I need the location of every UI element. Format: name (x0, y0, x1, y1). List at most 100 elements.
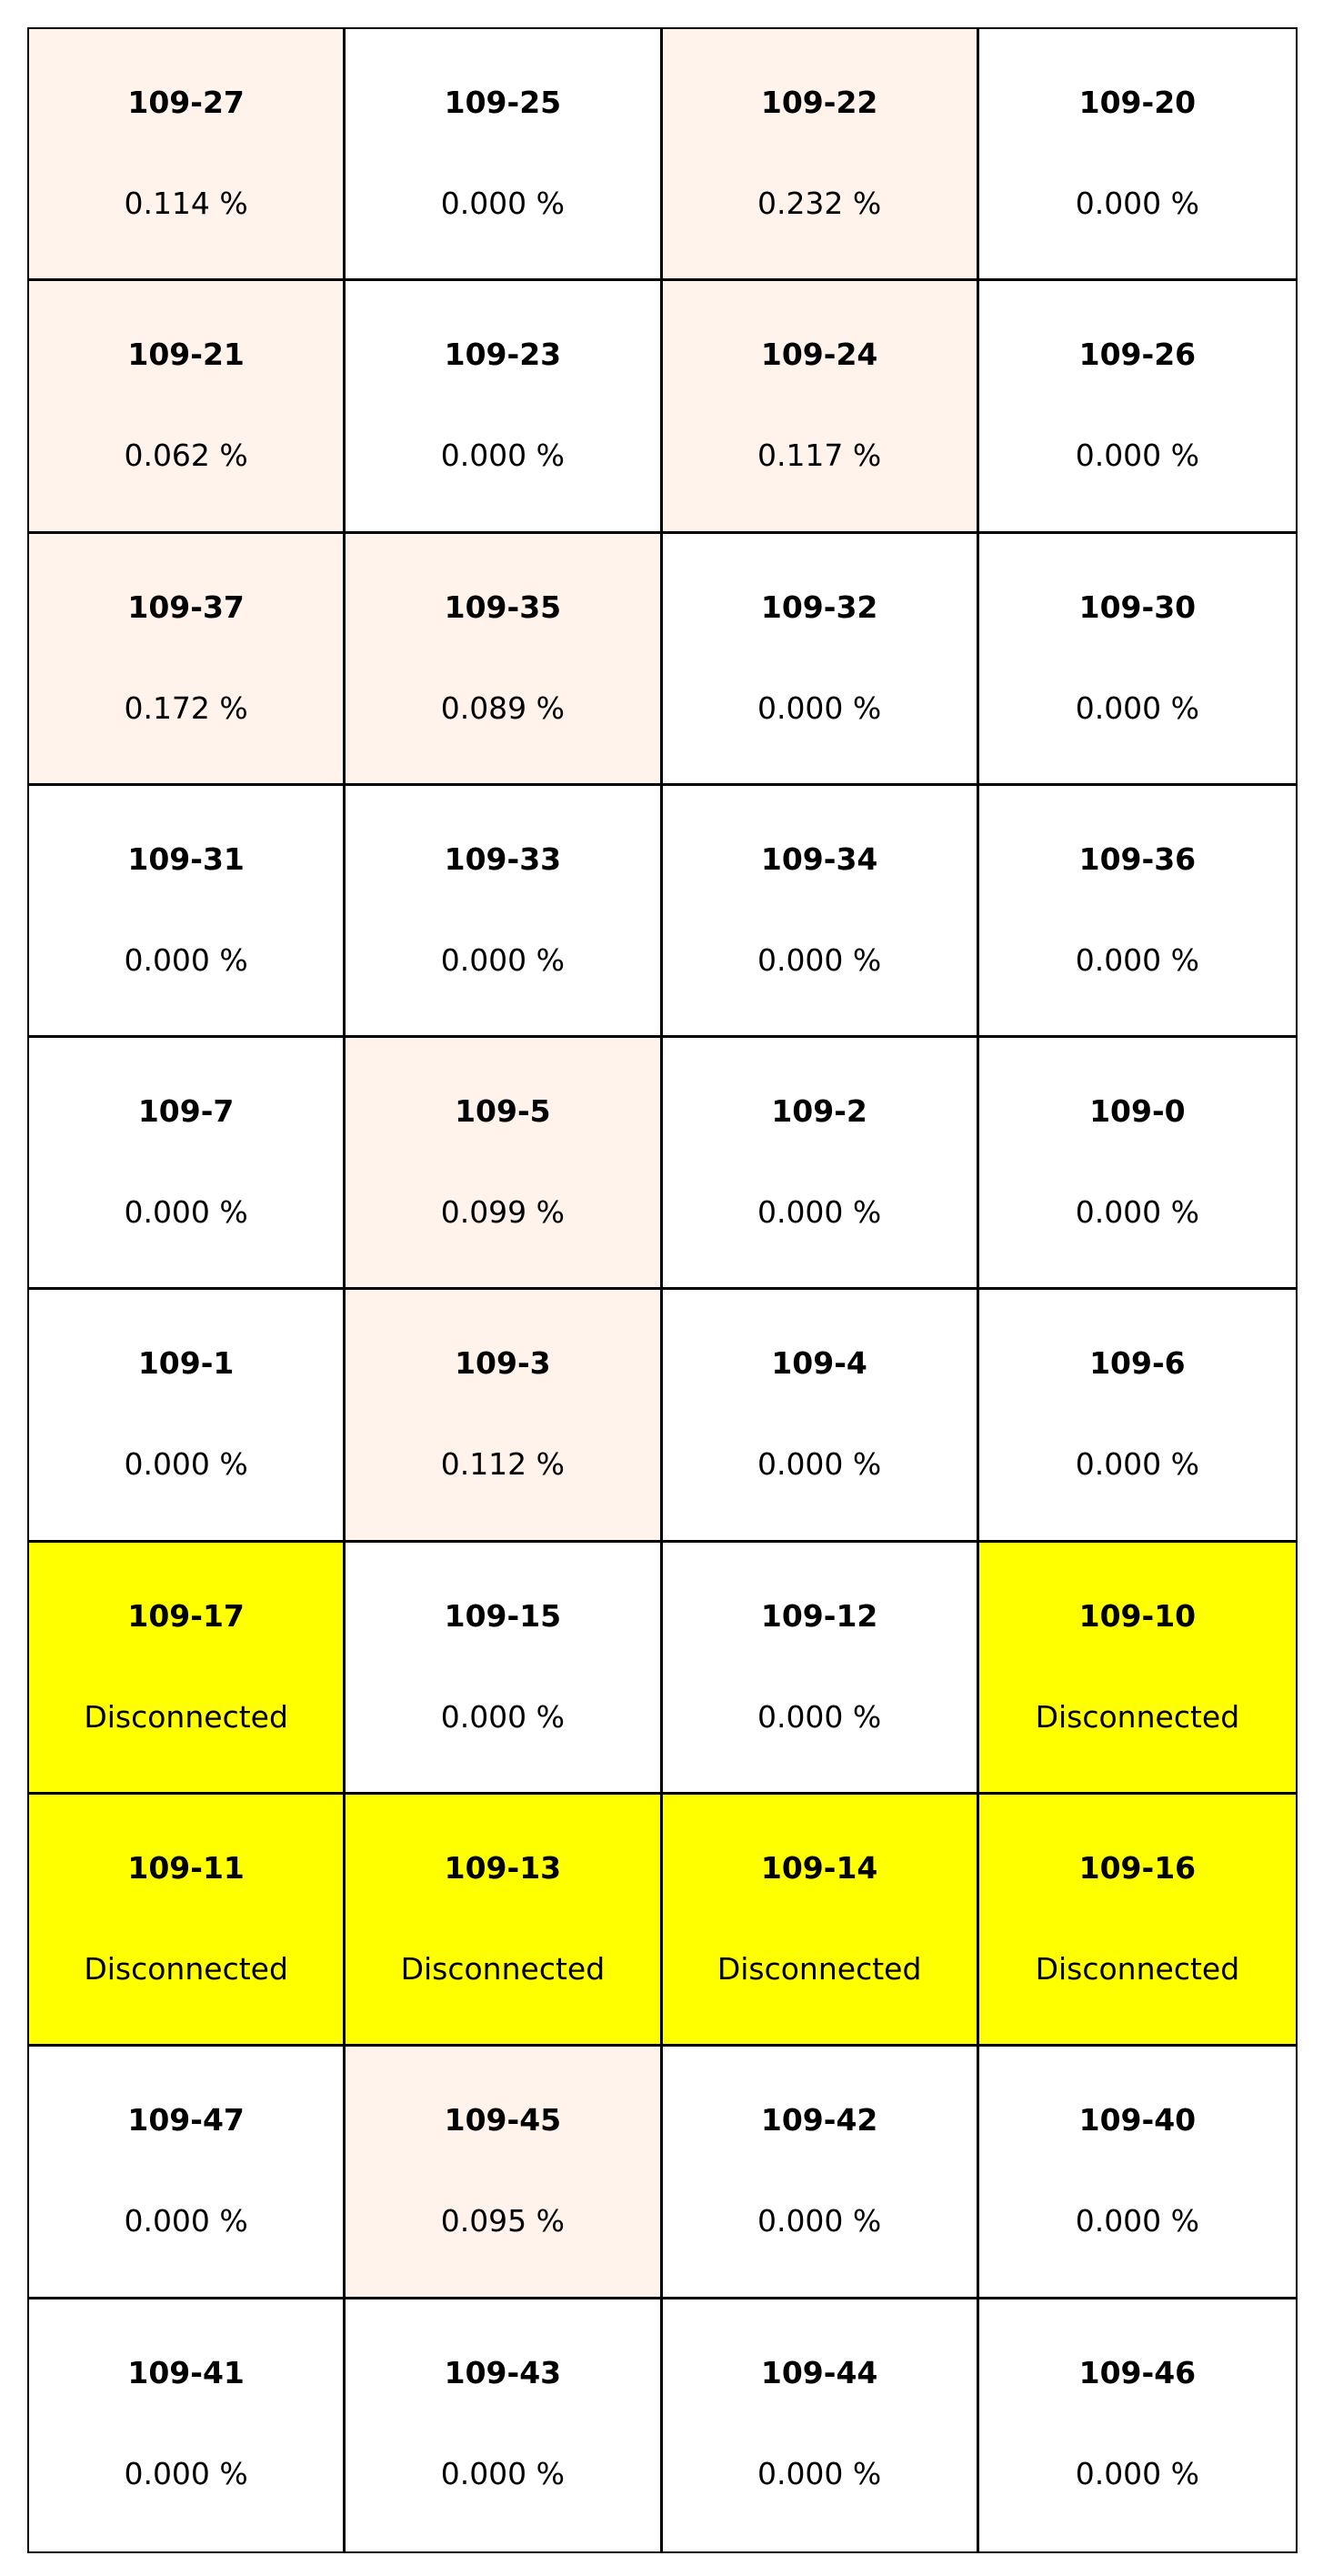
cell-value-label: Disconnected (717, 1951, 922, 1987)
cell-value-label: 0.112 % (440, 1446, 566, 1483)
cell-name-label: 109-35 (444, 589, 562, 625)
cell-value-label: 0.000 % (757, 1446, 882, 1483)
cell-name-label: 109-22 (760, 85, 878, 120)
cell-value-label: 0.000 % (124, 1194, 248, 1231)
heatmap-cell: 109-20 0.000 % (978, 29, 1296, 282)
heatmap-cell: 109-44 0.000 % (662, 2299, 979, 2551)
cell-value-label: 0.172 % (124, 689, 248, 726)
heatmap-cell: 109-14 Disconnected (662, 1795, 979, 2048)
cell-value-label: 0.000 % (440, 1698, 566, 1735)
cell-value-label: 0.000 % (1075, 1446, 1200, 1483)
heatmap-cell: 109-0 0.000 % (978, 1038, 1296, 1291)
heatmap-cell: 109-30 0.000 % (978, 533, 1296, 786)
cell-value-label: 0.000 % (124, 2203, 248, 2239)
heatmap-cell: 109-17 Disconnected (29, 1542, 346, 1796)
cell-name-label: 109-40 (1078, 2102, 1197, 2138)
cell-value-label: 0.000 % (124, 941, 248, 978)
cell-name-label: 109-1 (137, 1345, 235, 1382)
cell-name-label: 109-16 (1078, 1850, 1197, 1887)
cell-name-label: 109-26 (1078, 337, 1197, 373)
cell-value-label: Disconnected (84, 1951, 288, 1987)
heatmap-cell: 109-37 0.172 % (29, 533, 346, 786)
cell-value-label: 0.095 % (440, 2203, 566, 2239)
heatmap-cell: 109-32 0.000 % (662, 533, 979, 786)
cell-name-label: 109-2 (771, 1093, 867, 1130)
cell-name-label: 109-31 (127, 840, 245, 877)
heatmap-cell: 109-22 0.232 % (662, 29, 979, 282)
heatmap-cell: 109-15 0.000 % (346, 1542, 663, 1796)
cell-name-label: 109-36 (1078, 840, 1197, 877)
cell-name-label: 109-13 (444, 1850, 562, 1887)
cell-name-label: 109-4 (771, 1345, 867, 1382)
cell-value-label: 0.000 % (1075, 186, 1200, 221)
cell-name-label: 109-24 (760, 337, 878, 373)
heatmap-cell: 109-11 Disconnected (29, 1795, 346, 2048)
heatmap-cell: 109-5 0.099 % (346, 1038, 663, 1291)
heatmap-cell: 109-12 0.000 % (662, 1542, 979, 1796)
heatmap-cell: 109-42 0.000 % (662, 2047, 979, 2299)
heatmap-cell: 109-36 0.000 % (978, 785, 1296, 1039)
cell-value-label: 0.089 % (440, 689, 566, 726)
heatmap-cell: 109-16 Disconnected (978, 1795, 1296, 2048)
cell-name-label: 109-42 (760, 2102, 878, 2138)
cell-name-label: 109-46 (1078, 2354, 1197, 2390)
heatmap-cell: 109-21 0.062 % (29, 281, 346, 534)
heatmap-cell: 109-40 0.000 % (978, 2047, 1296, 2299)
cell-value-label: 0.000 % (1075, 689, 1200, 726)
heatmap-cell: 109-33 0.000 % (346, 785, 663, 1039)
heatmap-cell: 109-23 0.000 % (346, 281, 663, 534)
cell-name-label: 109-33 (444, 840, 562, 877)
cell-value-label: 0.000 % (1075, 1194, 1200, 1231)
cell-value-label: 0.000 % (757, 2203, 882, 2239)
cell-value-label: Disconnected (84, 1698, 288, 1735)
heatmap-cell: 109-26 0.000 % (978, 281, 1296, 534)
cell-name-label: 109-41 (127, 2354, 245, 2390)
cell-value-label: 0.000 % (757, 689, 882, 726)
cell-value-label: Disconnected (400, 1951, 606, 1987)
cell-name-label: 109-23 (444, 337, 562, 373)
heatmap-cell: 109-3 0.112 % (346, 1290, 663, 1543)
cell-value-label: Disconnected (1035, 1698, 1240, 1735)
cell-name-label: 109-45 (444, 2102, 562, 2138)
cell-value-label: 0.099 % (440, 1194, 566, 1231)
heatmap-cell: 109-31 0.000 % (29, 785, 346, 1039)
cell-value-label: 0.000 % (124, 2455, 248, 2491)
cell-value-label: 0.114 % (124, 186, 248, 221)
heatmap-grid: 109-27 0.114 % 109-25 0.000 % 109-22 0.232 % 1… (27, 27, 1298, 2553)
cell-name-label: 109-44 (760, 2354, 878, 2390)
cell-value-label: 0.000 % (757, 1194, 882, 1231)
cell-value-label: 0.000 % (440, 941, 566, 978)
cell-name-label: 109-5 (455, 1093, 551, 1130)
heatmap-cell: 109-41 0.000 % (29, 2299, 346, 2551)
cell-name-label: 109-47 (127, 2102, 245, 2138)
cell-value-label: 0.000 % (440, 186, 566, 221)
cell-name-label: 109-14 (760, 1850, 878, 1887)
cell-name-label: 109-3 (455, 1345, 551, 1382)
cell-name-label: 109-37 (127, 589, 245, 625)
cell-name-label: 109-20 (1078, 85, 1197, 120)
heatmap-cell: 109-35 0.089 % (346, 533, 663, 786)
cell-value-label: 0.000 % (757, 2455, 882, 2491)
heatmap-cell: 109-7 0.000 % (29, 1038, 346, 1291)
heatmap-cell: 109-13 Disconnected (346, 1795, 663, 2048)
cell-value-label: 0.000 % (1075, 2455, 1200, 2491)
cell-name-label: 109-43 (444, 2354, 562, 2390)
cell-name-label: 109-25 (444, 85, 562, 120)
heatmap-cell: 109-10 Disconnected (978, 1542, 1296, 1796)
cell-name-label: 109-34 (760, 840, 878, 877)
heatmap-cell: 109-24 0.117 % (662, 281, 979, 534)
cell-name-label: 109-7 (137, 1093, 235, 1130)
cell-value-label: 0.000 % (1075, 941, 1200, 978)
cell-name-label: 109-32 (760, 589, 878, 625)
cell-name-label: 109-30 (1078, 589, 1197, 625)
cell-name-label: 109-17 (127, 1597, 245, 1634)
cell-value-label: 0.000 % (757, 941, 882, 978)
heatmap-cell: 109-2 0.000 % (662, 1038, 979, 1291)
cell-value-label: 0.062 % (124, 438, 248, 474)
heatmap-cell: 109-4 0.000 % (662, 1290, 979, 1543)
cell-value-label: 0.000 % (757, 1698, 882, 1735)
heatmap-cell: 109-27 0.114 % (29, 29, 346, 282)
cell-value-label: 0.000 % (440, 438, 566, 474)
heatmap-cell: 109-43 0.000 % (346, 2299, 663, 2551)
heatmap-cell: 109-45 0.095 % (346, 2047, 663, 2299)
